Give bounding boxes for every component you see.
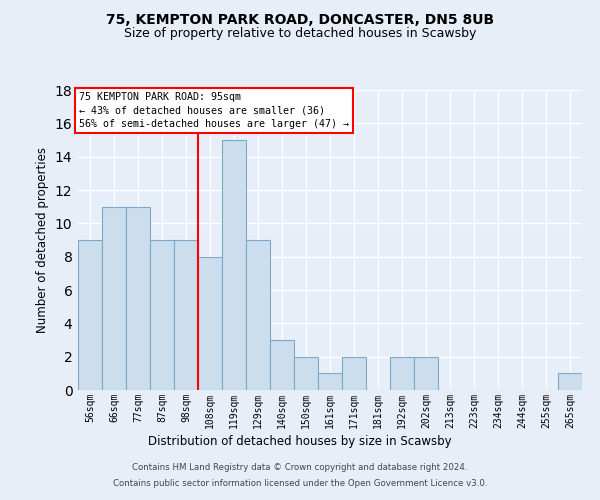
Bar [102, 206, 126, 390]
Text: Contains HM Land Registry data © Crown copyright and database right 2024.: Contains HM Land Registry data © Crown c… [132, 464, 468, 472]
Bar [294, 356, 318, 390]
Bar [78, 240, 102, 390]
Y-axis label: Number of detached properties: Number of detached properties [36, 147, 49, 333]
Bar [150, 240, 174, 390]
Text: 75 KEMPTON PARK ROAD: 95sqm
← 43% of detached houses are smaller (36)
56% of sem: 75 KEMPTON PARK ROAD: 95sqm ← 43% of det… [79, 92, 349, 129]
Bar [270, 340, 294, 390]
Text: Contains public sector information licensed under the Open Government Licence v3: Contains public sector information licen… [113, 478, 487, 488]
Bar [390, 356, 414, 390]
Bar [174, 240, 198, 390]
Bar [318, 374, 342, 390]
Bar [222, 140, 246, 390]
Text: Distribution of detached houses by size in Scawsby: Distribution of detached houses by size … [148, 435, 452, 448]
Bar [558, 374, 582, 390]
Bar [246, 240, 270, 390]
Bar [414, 356, 438, 390]
Bar [126, 206, 150, 390]
Text: Size of property relative to detached houses in Scawsby: Size of property relative to detached ho… [124, 28, 476, 40]
Text: 75, KEMPTON PARK ROAD, DONCASTER, DN5 8UB: 75, KEMPTON PARK ROAD, DONCASTER, DN5 8U… [106, 12, 494, 26]
Bar [342, 356, 366, 390]
Bar [198, 256, 222, 390]
